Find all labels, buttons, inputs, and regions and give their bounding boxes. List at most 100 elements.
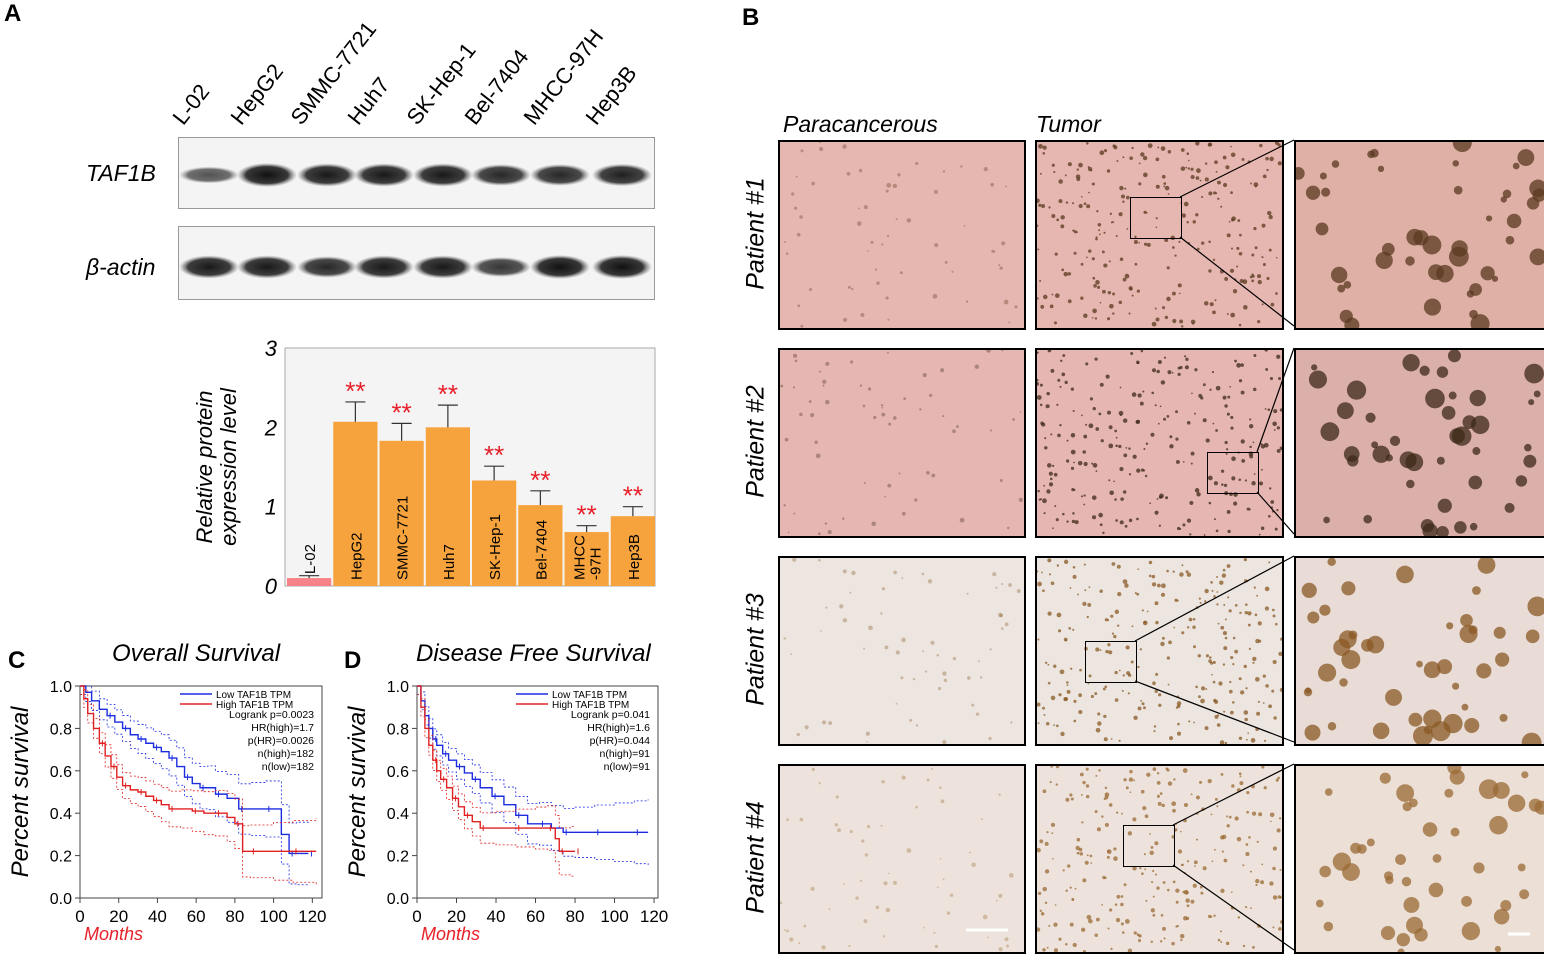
stained-cell xyxy=(960,165,963,168)
stained-cell xyxy=(1230,145,1232,148)
stained-cell xyxy=(1171,246,1175,249)
stained-cell xyxy=(1037,379,1039,382)
stained-cell xyxy=(1167,193,1170,195)
stained-cell xyxy=(1267,210,1272,216)
stained-cell xyxy=(1099,150,1105,156)
stained-cell xyxy=(999,266,1003,270)
stained-cell xyxy=(1176,526,1181,531)
stained-cell xyxy=(1379,772,1391,784)
stained-cell xyxy=(1253,473,1256,475)
legend-label: High TAF1B TPM xyxy=(552,700,629,711)
stained-cell xyxy=(1094,317,1098,320)
stained-cell xyxy=(987,936,990,939)
patient-label: Patient #3 xyxy=(741,593,770,706)
stained-cell xyxy=(880,824,883,827)
stained-cell xyxy=(1251,945,1255,949)
stained-cell xyxy=(1097,712,1101,716)
stained-cell xyxy=(1239,233,1242,237)
stained-cell xyxy=(1152,767,1157,772)
stained-cell xyxy=(1001,350,1004,352)
stained-cell xyxy=(1108,479,1111,482)
stained-cell xyxy=(1037,297,1039,300)
stained-cell xyxy=(811,767,815,772)
stained-cell xyxy=(1137,568,1140,571)
stained-cell xyxy=(792,353,798,358)
stained-cell xyxy=(1414,928,1428,942)
stained-cell xyxy=(798,942,801,945)
stained-cell xyxy=(1372,445,1390,463)
stained-cell xyxy=(1191,392,1193,395)
column-head-paracancerous: Paracancerous xyxy=(783,111,938,137)
stained-cell xyxy=(1495,652,1510,667)
stained-cell xyxy=(1228,815,1232,819)
stained-cell xyxy=(895,702,898,705)
stained-cell xyxy=(1212,660,1216,664)
stained-cell xyxy=(1082,780,1086,785)
stained-cell xyxy=(1436,456,1445,465)
stained-cell xyxy=(846,171,851,176)
stained-cell xyxy=(1272,421,1277,427)
stained-cell xyxy=(1219,580,1224,585)
stat-label: p(HR)=0.044 xyxy=(590,735,651,747)
stained-cell xyxy=(1208,659,1212,663)
stained-cell xyxy=(974,364,980,369)
stained-cell xyxy=(1143,210,1147,214)
stained-cell xyxy=(1065,889,1068,892)
stained-cell xyxy=(1377,165,1385,173)
stained-cell xyxy=(1058,937,1062,941)
stained-cell xyxy=(1095,280,1100,285)
stained-cell xyxy=(900,676,904,680)
stained-cell xyxy=(1476,663,1492,679)
stained-cell xyxy=(881,780,885,784)
stained-cell xyxy=(1157,801,1162,806)
stained-cell xyxy=(1223,483,1228,488)
histology-texture xyxy=(780,350,1023,536)
stained-cell xyxy=(1224,404,1228,408)
y-axis-label: expression level xyxy=(216,387,241,546)
stained-cell xyxy=(1039,839,1044,844)
stained-cell xyxy=(971,703,975,707)
stained-cell xyxy=(1104,822,1109,827)
stained-cell xyxy=(1099,589,1103,593)
stained-cell xyxy=(1064,174,1067,177)
stained-cell xyxy=(1195,176,1200,180)
stained-cell xyxy=(790,653,792,656)
stained-cell xyxy=(880,612,883,615)
stained-cell xyxy=(1182,890,1186,894)
stained-cell xyxy=(1054,252,1058,256)
stained-cell xyxy=(1108,803,1113,807)
stained-cell xyxy=(828,721,833,725)
stained-cell xyxy=(1193,645,1196,649)
stained-cell xyxy=(934,944,939,949)
stained-cell xyxy=(862,404,866,408)
stained-cell xyxy=(825,361,830,366)
stained-cell xyxy=(1090,694,1094,699)
stained-cell xyxy=(1114,498,1117,501)
stained-cell xyxy=(1115,234,1118,237)
stained-cell xyxy=(1212,422,1215,425)
stained-cell xyxy=(966,592,969,595)
stained-cell xyxy=(1103,263,1108,268)
stained-cell xyxy=(936,654,940,657)
stained-cell xyxy=(1152,895,1155,898)
blot-band xyxy=(179,166,239,184)
stained-cell xyxy=(1070,449,1076,455)
bar xyxy=(425,427,470,586)
stained-cell xyxy=(1158,693,1162,697)
stained-cell xyxy=(1112,312,1115,315)
stained-cell xyxy=(1160,592,1166,597)
stained-cell xyxy=(1050,695,1056,701)
stained-cell xyxy=(1227,395,1231,399)
stained-cell xyxy=(1226,824,1230,828)
stained-cell xyxy=(1046,946,1049,949)
stained-cell xyxy=(1070,433,1076,438)
stained-cell xyxy=(1039,383,1043,387)
stained-cell xyxy=(884,495,887,498)
stained-cell xyxy=(1053,948,1059,952)
stained-cell xyxy=(1082,878,1087,883)
stained-cell xyxy=(922,926,925,929)
stained-cell xyxy=(1385,454,1393,462)
stained-cell xyxy=(1158,524,1162,527)
km-ci-lower xyxy=(80,694,309,886)
stat-label: n(high)=182 xyxy=(258,748,314,760)
